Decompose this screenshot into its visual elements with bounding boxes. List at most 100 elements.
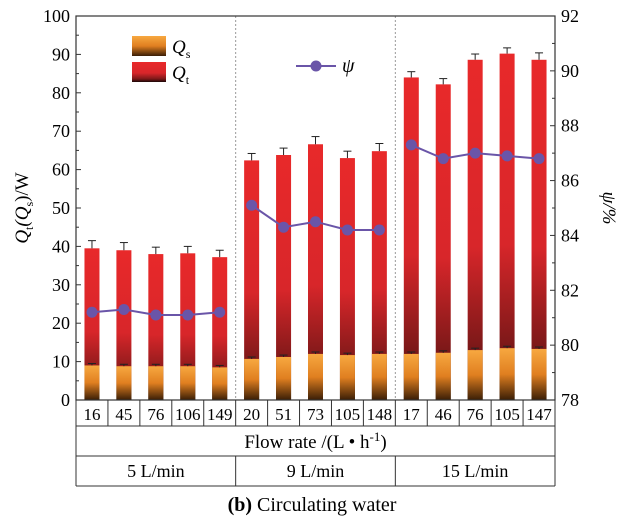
- right-tick-label: 80: [561, 335, 579, 355]
- bar-qt: [244, 160, 260, 400]
- psi-point: [533, 153, 545, 165]
- legend-marker: [310, 60, 322, 72]
- bar-qs: [467, 350, 483, 400]
- y-axis-right-label: ψ/%: [598, 192, 619, 225]
- category-label: 46: [435, 405, 452, 424]
- category-label: 149: [207, 405, 233, 424]
- group-label: 15 L/min: [442, 461, 509, 481]
- bar-qs: [339, 355, 355, 400]
- psi-point: [310, 216, 321, 228]
- bar-qt: [116, 250, 132, 400]
- category-label: 76: [467, 405, 484, 424]
- chart: 0 10 20 30 40 50 60 70 80 90 100 78 80 82 84 86 88 90 92 1…: [12, 6, 619, 487]
- category-label: 147: [526, 405, 552, 424]
- axes: 0 10 20 30 40 50 60 70 80 90 100 78 80 82 84 86 88 90 92: [43, 6, 579, 410]
- bar-qs: [84, 365, 100, 400]
- psi-point: [278, 221, 290, 233]
- category-label: 148: [367, 405, 393, 424]
- psi-point: [405, 139, 417, 151]
- left-tick-label: 10: [52, 352, 70, 372]
- bar-qt: [148, 254, 164, 400]
- category-label: 73: [307, 405, 324, 424]
- category-label: 16: [83, 405, 100, 424]
- bar-qt: [403, 77, 419, 400]
- psi-line: [86, 139, 545, 321]
- right-tick-label: 92: [561, 6, 579, 26]
- bars: [84, 47, 547, 401]
- bar-qt: [371, 151, 387, 400]
- bar-qs: [244, 358, 260, 400]
- right-tick-label: 86: [561, 171, 579, 191]
- bar-qs: [148, 366, 164, 400]
- psi-point: [150, 309, 162, 321]
- psi-point: [469, 147, 481, 159]
- x-axis-label: Flow rate /(L • h-1): [244, 429, 386, 453]
- bar-qs: [276, 356, 292, 400]
- left-tick-label: 20: [52, 313, 70, 333]
- left-tick-label: 70: [52, 121, 70, 141]
- legend-label: Qs: [172, 37, 191, 61]
- psi-point: [246, 199, 258, 211]
- bar-qs: [180, 366, 196, 400]
- psi-point: [501, 150, 513, 162]
- psi-point: [86, 306, 98, 318]
- bar-qt: [308, 144, 323, 400]
- legend-label: Qt: [172, 63, 190, 87]
- psi-point: [182, 309, 194, 321]
- category-label: 105: [494, 405, 520, 424]
- y-axis-left-label: Qt(Qs)/W: [12, 172, 36, 243]
- legend-swatch: [132, 36, 166, 56]
- bar-qt: [84, 248, 100, 400]
- legend-swatch: [132, 62, 166, 82]
- category-label: 45: [115, 405, 132, 424]
- bar-qs: [308, 353, 323, 400]
- left-tick-label: 40: [52, 236, 70, 256]
- right-tick-label: 88: [561, 116, 579, 136]
- caption-label: (b): [227, 494, 253, 516]
- right-tick-label: 90: [561, 61, 579, 81]
- bar-qt: [339, 158, 355, 400]
- right-tick-label: 84: [561, 225, 579, 245]
- left-tick-label: 90: [52, 44, 70, 64]
- right-tick-label: 82: [561, 280, 579, 300]
- left-tick-label: 30: [52, 275, 70, 295]
- left-tick-label: 0: [61, 390, 70, 410]
- axis-labels: Qt(Qs)/W ψ/%: [12, 172, 619, 243]
- bar-qs: [499, 348, 515, 400]
- left-tick-label: 80: [52, 83, 70, 103]
- category-label: 17: [403, 405, 421, 424]
- psi-point: [437, 153, 449, 165]
- bar-qt: [531, 59, 547, 400]
- left-tick-label: 100: [43, 6, 70, 26]
- category-label: 105: [335, 405, 361, 424]
- category-label: 76: [147, 405, 164, 424]
- bar-qt: [467, 59, 483, 400]
- psi-point: [118, 303, 130, 315]
- bar-qs: [371, 353, 387, 400]
- figure-caption: (b) Circulating water: [0, 494, 624, 517]
- bar-qs: [116, 366, 132, 400]
- bar-qs: [531, 348, 547, 400]
- category-label: 20: [243, 405, 260, 424]
- right-tick-label: 78: [561, 390, 579, 410]
- bar-qt: [212, 257, 228, 400]
- category-table: 16 45 76 106 149 20 51 73 105 148 17 46 76 105 147 Flow…: [75, 400, 556, 487]
- group-label: 9 L/min: [287, 461, 345, 481]
- left-tick-label: 50: [52, 198, 70, 218]
- bar-qs: [435, 352, 451, 400]
- psi-point: [214, 306, 226, 318]
- category-label: 51: [275, 405, 292, 424]
- psi-point: [373, 224, 385, 236]
- bar-qs: [403, 353, 419, 400]
- psi-point: [341, 224, 353, 236]
- legend-label: ψ: [342, 55, 355, 77]
- bar-qs: [212, 367, 228, 400]
- bar-qt: [276, 155, 292, 400]
- caption-text: Circulating water: [252, 494, 397, 516]
- left-tick-label: 60: [52, 160, 70, 180]
- bar-qt: [499, 53, 515, 401]
- category-label: 106: [175, 405, 201, 424]
- group-dividers: [235, 16, 396, 400]
- group-label: 5 L/min: [127, 461, 185, 481]
